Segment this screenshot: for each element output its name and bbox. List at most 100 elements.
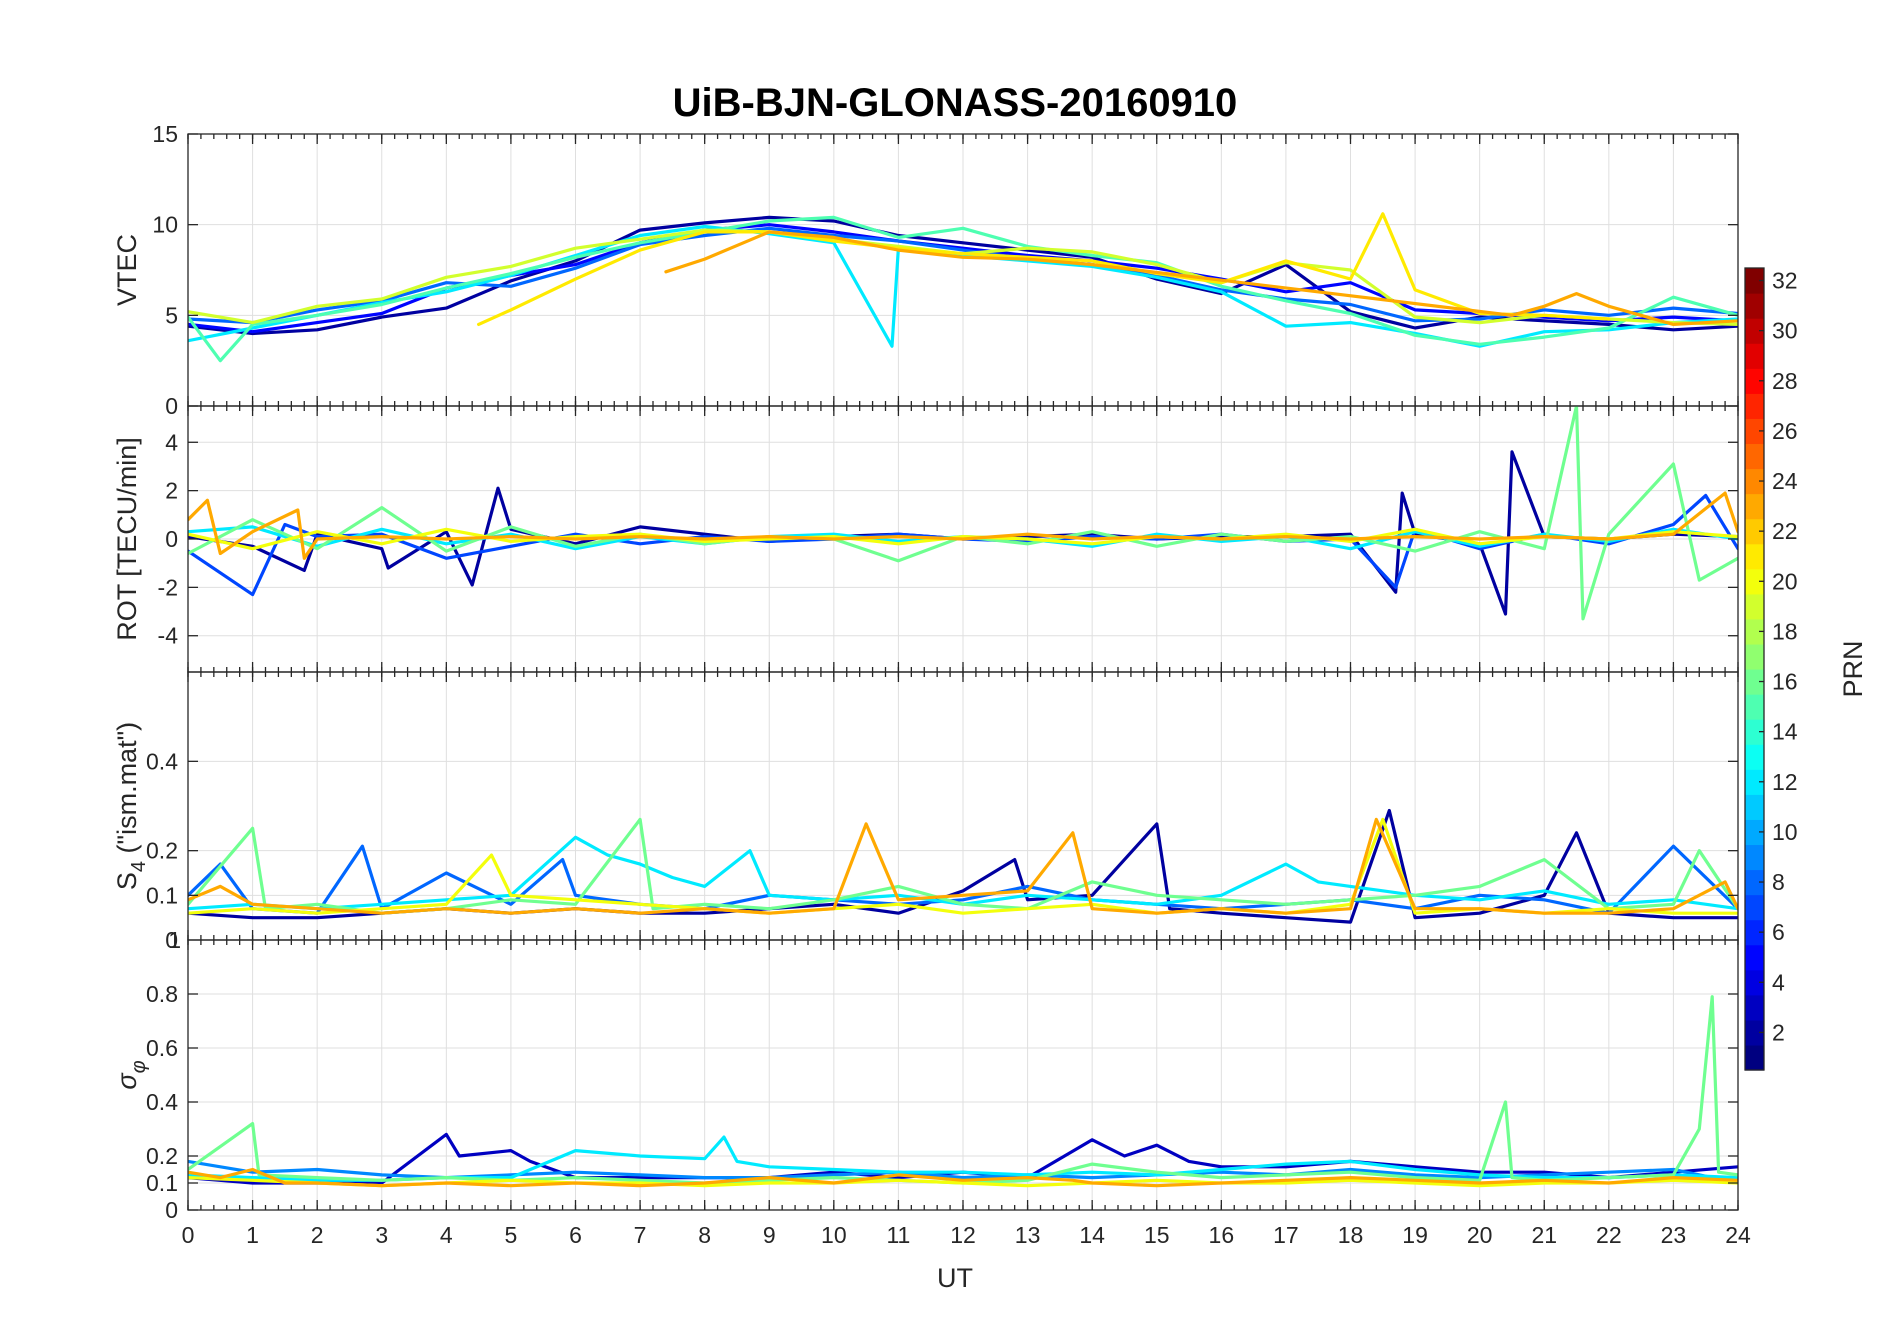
y-tick-label: 0.1 xyxy=(146,882,178,908)
colorbar-segment xyxy=(1745,568,1764,595)
y-axis-label-rest: ("ism.mat") xyxy=(112,722,142,861)
y-tick-label: 0.6 xyxy=(146,1035,178,1061)
colorbar-segment xyxy=(1745,944,1764,971)
colorbar-segment xyxy=(1745,543,1764,570)
x-tick-label: 0 xyxy=(182,1222,195,1248)
colorbar-tick-label: 22 xyxy=(1772,518,1798,544)
colorbar-tick-label: 16 xyxy=(1772,669,1798,695)
colorbar-tick-label: 12 xyxy=(1772,769,1798,795)
y-axis-label: σφ xyxy=(112,1060,150,1089)
colorbar-tick-label: 2 xyxy=(1772,1019,1785,1045)
y-tick-label: 5 xyxy=(165,302,178,328)
series-group xyxy=(188,212,1738,363)
colorbar-segment xyxy=(1745,719,1764,745)
colorbar-tick-label: 20 xyxy=(1772,568,1798,594)
colorbar-segment xyxy=(1745,1019,1764,1046)
colorbar-tick-label: 30 xyxy=(1772,318,1798,344)
colorbar-tick-label: 18 xyxy=(1772,618,1798,644)
series-group xyxy=(188,406,1738,621)
series-prn-2 xyxy=(188,215,1738,336)
y-axis-label-subscript: 4 xyxy=(128,861,150,872)
x-tick-label: 3 xyxy=(375,1222,388,1248)
colorbar-frame xyxy=(1744,267,1765,1071)
series-prn-15 xyxy=(188,215,1738,363)
colorbar-segment xyxy=(1745,894,1764,921)
y-tick-label: 0 xyxy=(165,393,178,419)
colorbar-segment xyxy=(1745,443,1764,470)
y-tick-label: 0.2 xyxy=(146,838,178,864)
colorbar-segment xyxy=(1745,744,1764,770)
x-tick-label: 13 xyxy=(1015,1222,1041,1248)
series-prn-8 xyxy=(188,226,1738,325)
x-tick-label: 15 xyxy=(1144,1222,1170,1248)
colorbar-tick-label: 14 xyxy=(1772,719,1798,745)
colorbar-segment xyxy=(1745,669,1764,695)
panel-rot: -4 -2 0 2 4 ROT [TECU/min] xyxy=(112,405,1739,673)
x-tick-label: 9 xyxy=(763,1222,776,1248)
series-prn-23 xyxy=(664,230,1738,326)
x-tick-label: 5 xyxy=(505,1222,518,1248)
y-axis-label-main: S xyxy=(112,872,142,890)
colorbar-tick-label: 28 xyxy=(1772,368,1798,394)
colorbar-label: PRN xyxy=(1838,640,1868,697)
series-prn-23 xyxy=(188,817,1738,915)
x-axis-label: UT xyxy=(937,1263,973,1293)
colorbar-segment xyxy=(1745,844,1764,871)
x-tick-label: 17 xyxy=(1273,1222,1299,1248)
colorbar-segment xyxy=(1745,869,1764,896)
x-tick-label: 16 xyxy=(1209,1222,1235,1248)
x-tick-label: 23 xyxy=(1661,1222,1687,1248)
y-tick-label: 0.2 xyxy=(146,1143,178,1169)
colorbar-segment xyxy=(1745,593,1764,620)
panel-frame xyxy=(187,939,1739,1211)
x-tick-label: 4 xyxy=(440,1222,453,1248)
colorbar-segment xyxy=(1745,518,1764,545)
series-prn-20 xyxy=(188,527,1738,551)
panel-s4: 0.1 0.2 0.4 01 S4 ("ism.mat") xyxy=(112,671,1739,953)
series-group xyxy=(188,995,1738,1188)
colorbar-segment xyxy=(1745,418,1764,445)
y-tick-label: 0.4 xyxy=(146,1089,178,1115)
y-axis-label-main: σ xyxy=(112,1072,142,1090)
x-tick-label: 24 xyxy=(1725,1222,1751,1248)
series-prn-16 xyxy=(188,995,1738,1185)
x-tick-label: 11 xyxy=(886,1222,910,1248)
x-tick-label: 18 xyxy=(1338,1222,1364,1248)
series-prn-8 xyxy=(188,844,1738,915)
y-tick-label: 2 xyxy=(165,478,178,504)
colorbar-segment xyxy=(1745,268,1764,294)
y-tick-label: -4 xyxy=(158,623,179,649)
x-tick-label: 6 xyxy=(569,1222,582,1248)
x-tick-label: 20 xyxy=(1467,1222,1493,1248)
colorbar-segment xyxy=(1745,769,1764,795)
y-tick-label: 0.8 xyxy=(146,981,178,1007)
y-tick-label: 0 xyxy=(165,526,178,552)
colorbar-segment xyxy=(1745,969,1764,996)
y-tick-label: -2 xyxy=(158,574,178,600)
y-axis-label: ROT [TECU/min] xyxy=(112,437,142,641)
colorbar-tick-label: 6 xyxy=(1772,919,1785,945)
x-tick-label: 12 xyxy=(950,1222,976,1248)
colorbar-tick-label: 24 xyxy=(1772,468,1798,494)
x-tick-label: 8 xyxy=(698,1222,711,1248)
chart-title: UiB-BJN-GLONASS-20160910 xyxy=(673,81,1238,125)
x-tick-label: 21 xyxy=(1531,1222,1557,1248)
colorbar-segment xyxy=(1745,293,1764,319)
colorbar-segment xyxy=(1745,393,1764,419)
colorbar-segment xyxy=(1745,819,1764,846)
series-group xyxy=(188,808,1738,924)
y-tick-label: 0.1 xyxy=(146,1170,178,1196)
colorbar-tick-label: 10 xyxy=(1772,819,1798,845)
panel-vtec: 0 5 10 15 VTEC xyxy=(112,121,1739,419)
colorbar-segment xyxy=(1745,468,1764,495)
y-axis-label-subscript: φ xyxy=(128,1060,150,1073)
x-tick-label: 1 xyxy=(246,1222,259,1248)
y-tick-label: 0 xyxy=(165,927,178,953)
colorbar-segment xyxy=(1745,919,1764,946)
colorbar-tick-label: 4 xyxy=(1772,969,1785,995)
series-prn-12 xyxy=(188,835,1738,911)
